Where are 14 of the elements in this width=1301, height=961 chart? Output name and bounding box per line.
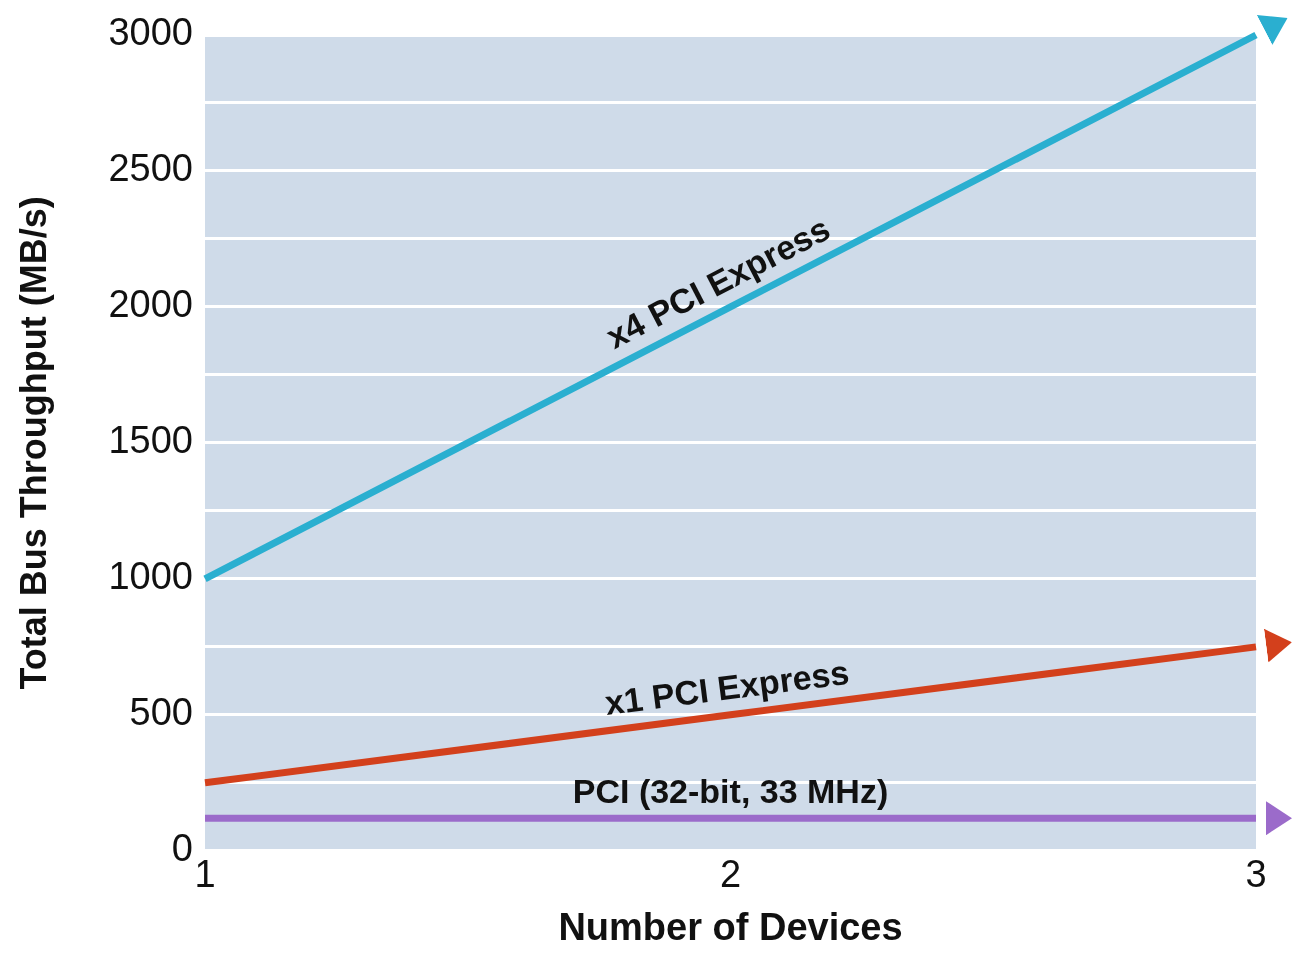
x-tick-label: 3 (1245, 853, 1267, 896)
y-tick-label: 1500 (108, 419, 193, 462)
x-tick-label: 1 (194, 853, 216, 896)
x-tick-label: 2 (719, 853, 742, 896)
y-tick-label: 2000 (108, 283, 193, 326)
series-label: PCI (32-bit, 33 MHz) (572, 771, 889, 810)
y-axis-title: Total Bus Throughput (MB/s) (12, 196, 54, 690)
y-tick-label: 500 (129, 691, 193, 734)
y-tick-label: 0 (171, 827, 193, 870)
y-tick-label: 3000 (108, 11, 193, 54)
text: x1 PCI Express (602, 652, 852, 723)
y-tick-label: 1000 (108, 555, 193, 598)
x-axis-title: Number of Devices (558, 905, 903, 948)
y-tick-label: 2500 (108, 147, 193, 190)
